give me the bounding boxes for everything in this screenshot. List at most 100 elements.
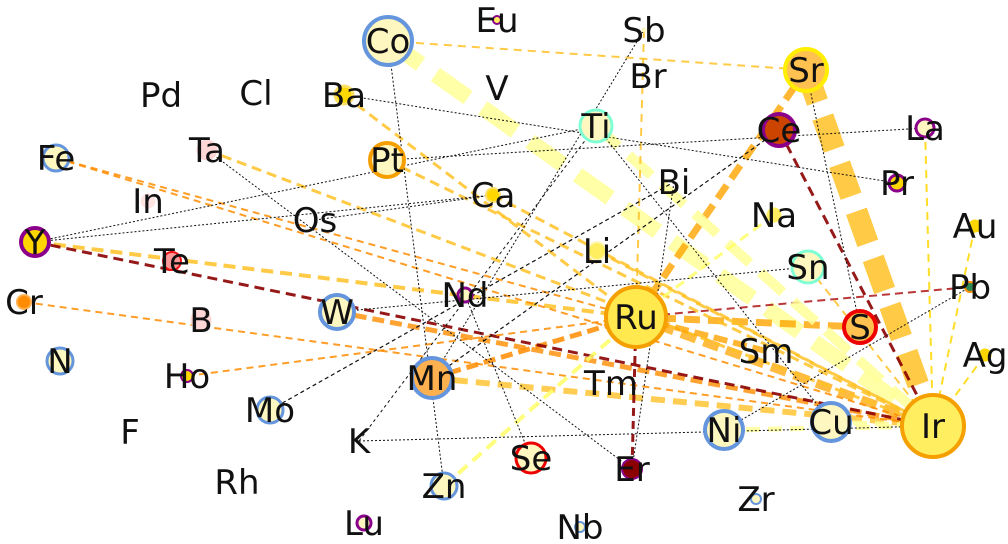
node-li-marker (587, 241, 607, 261)
node-au-label: Au (953, 207, 998, 247)
edge-fe-ir (55, 157, 934, 427)
node-sr-label: Sr (788, 51, 824, 91)
edge-pt-ir (386, 158, 934, 428)
edge-layer (23, 29, 986, 488)
edge-sn-ir (807, 266, 934, 427)
edge-la-ir (924, 127, 934, 427)
edge-ba-ru (343, 93, 637, 319)
node-k-label: K (348, 422, 372, 462)
node-n-marker (45, 346, 75, 376)
node-os-label: Os (293, 201, 337, 241)
edge-y-ir (34, 240, 934, 428)
node-s-marker (842, 309, 878, 345)
node-sn-marker (790, 249, 826, 285)
edge-fe-ru (55, 157, 637, 318)
node-cl-label: Cl (239, 74, 272, 114)
edge-ho-ru (186, 316, 637, 377)
node-ce-label: Ce (757, 111, 802, 151)
node-ti-label: Ti (580, 107, 610, 147)
node-v-label: V (485, 69, 508, 109)
node-na-label: Na (751, 196, 797, 236)
node-er-label: Er (614, 450, 649, 490)
node-er-marker (621, 458, 643, 480)
edge-os-ca (314, 194, 494, 221)
node-nd-label: Nd (441, 276, 488, 316)
node-sn-label: Sn (786, 248, 829, 288)
node-sb-label: Sb (622, 11, 665, 51)
node-co-marker (362, 15, 414, 67)
edge-sr-ir (795, 66, 944, 430)
node-la-marker (914, 117, 936, 139)
node-cr-marker (16, 294, 32, 310)
edge-au-ir (932, 225, 976, 427)
edge-y-ti (34, 125, 597, 243)
edge-ru-ir (634, 312, 935, 431)
node-bi-label: Bi (658, 163, 691, 203)
node-zr-marker (750, 493, 762, 505)
node-in-marker (140, 193, 156, 209)
edge-ta-er (206, 149, 633, 470)
node-ce-marker (761, 112, 797, 148)
edge-ni-ir (723, 423, 934, 433)
node-tm-label: Tm (583, 364, 638, 404)
node-pt-marker (368, 141, 406, 179)
edge-pt-la (386, 127, 926, 161)
node-s-label: S (849, 308, 871, 348)
node-y-label: Y (24, 223, 46, 263)
node-ba-marker (333, 84, 355, 106)
node-ir-label: Ir (921, 407, 945, 447)
node-w-marker (318, 293, 356, 331)
node-li-label: Li (583, 232, 611, 272)
node-b-label: B (189, 301, 212, 341)
node-ca-marker (485, 187, 501, 203)
node-ca-label: Ca (471, 176, 516, 216)
node-ag-marker (978, 348, 992, 362)
node-sm-label: Sm (739, 332, 794, 372)
node-fe-label: Fe (37, 139, 76, 179)
node-zr-label: Zr (737, 480, 774, 520)
node-se-marker (514, 441, 548, 475)
edge-ca-ir (492, 193, 934, 428)
node-eu-label: Eu (475, 1, 518, 41)
node-zn-label: Zn (422, 467, 467, 507)
node-na-marker (766, 207, 782, 223)
node-nb-marker (574, 521, 586, 533)
edge-ba-pr (343, 94, 898, 184)
edge-zn-ru (442, 315, 638, 488)
node-br-label: Br (629, 57, 666, 97)
node-sb-marker (641, 27, 647, 33)
edge-co-sr (387, 40, 807, 71)
node-ho-label: Ho (164, 357, 210, 397)
node-mo-label: Mo (245, 391, 295, 431)
node-te-marker (162, 251, 182, 271)
node-ir-marker (900, 393, 966, 459)
node-se-label: Se (510, 439, 553, 479)
node-w-label: W (320, 293, 354, 333)
node-cu-label: Cu (808, 403, 853, 443)
node-zn-marker (429, 471, 459, 501)
node-f-label: F (120, 413, 140, 453)
edge-w-sn (336, 266, 809, 313)
edge-ru-pb (635, 286, 971, 318)
node-ag-label: Ag (963, 336, 1008, 376)
edge-ti-cu (595, 125, 832, 423)
edge-nd-se (464, 294, 532, 459)
node-pr-marker (887, 173, 907, 193)
node-layer (16, 15, 992, 533)
edge-cu-ir (830, 419, 934, 429)
node-ni-marker (703, 409, 745, 451)
node-ti-marker (578, 108, 614, 144)
node-pt-label: Pt (370, 141, 404, 181)
node-ni-label: Ni (707, 411, 742, 451)
node-mo-marker (255, 395, 285, 425)
node-ba-label: Ba (322, 76, 366, 116)
node-co-label: Co (366, 22, 411, 62)
node-pd-label: Pd (140, 76, 182, 116)
node-lu-marker (355, 514, 373, 532)
node-pb-marker (964, 281, 976, 293)
node-mn-label: Mn (407, 359, 458, 399)
node-b-marker (190, 309, 212, 331)
node-au-marker (968, 219, 982, 233)
node-lu-label: Lu (344, 504, 384, 544)
